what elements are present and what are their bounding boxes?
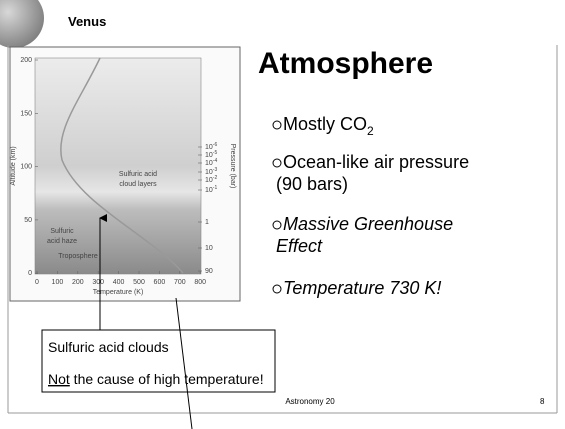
bullet-text: Mostly CO2 [283,114,374,138]
region-label: cloud layers [119,181,157,188]
y-axis-label: Altitude (km) [10,146,17,185]
bullet-text: Temperature 730 K! [283,278,441,298]
tick-exponent: -6 [213,142,218,148]
tick-exponent: -4 [213,158,218,164]
slide-title: Atmosphere [258,47,433,80]
x-tick-label: 500 [133,279,145,286]
x-tick-label: 0 [35,279,39,286]
pressure-tick-label: 90 [205,268,213,275]
bullet-subscript: 2 [367,124,374,138]
x-tick-label: 700 [174,279,186,286]
y-tick-label: 0 [28,270,32,277]
tick-base: 10 [205,152,213,159]
x-tick-label: 600 [154,279,166,286]
x-tick-label: 800 [194,279,206,286]
y-tick-label: 50 [24,217,32,224]
pressure-tick-label: 10 [205,245,213,252]
tick-base: 10 [205,169,213,176]
figure: Sulfuric acid cloud layers Sulfuric acid… [10,47,240,301]
callout-emphasis: Not [48,371,70,387]
tick-base: 10 [205,187,213,194]
bullet-icon [273,285,281,293]
footer-course: Astronomy 20 [285,397,335,406]
x-tick-label: 400 [113,279,125,286]
pressure-tick-label: 1 [205,219,209,226]
region-label: acid haze [47,238,77,245]
callout-text: Sulfuric acid clouds [48,339,169,355]
right-axis-label: Pressure (bar) [229,144,236,189]
tick-exponent: -5 [213,150,218,156]
header-title: Venus [68,14,106,29]
bullet-text: (90 bars) [276,174,348,194]
slide: Venus Sulfuric acid cloud layers Sulfuri… [0,0,565,429]
tick-base: 10 [205,160,213,167]
region-label: Troposphere [58,253,98,260]
page-number: 8 [540,397,545,406]
bullet-icon [273,121,281,129]
x-tick-label: 200 [72,279,84,286]
tick-exponent: -1 [213,185,218,191]
y-tick-label: 100 [20,164,32,171]
tick-exponent: -2 [213,175,218,181]
bullet-text: Effect [276,236,323,256]
planet-image [0,0,44,48]
y-tick-label: 200 [20,57,32,64]
bullet-text: Massive Greenhouse [283,214,453,234]
bullet-text: Ocean-like air pressure [283,152,469,172]
bullet-list: Mostly CO2 Ocean-like air pressure(90 bar… [273,114,469,298]
bullet-icon [273,159,281,167]
region-label: Sulfuric [50,228,74,235]
tick-base: 10 [205,177,213,184]
callout-text: Not the cause of high temperature! [48,371,264,387]
x-tick-label: 300 [92,279,104,286]
tick-base: 10 [205,144,213,151]
bullet-icon [273,221,281,229]
tick-exponent: -3 [213,167,218,173]
y-tick-label: 150 [20,110,32,117]
region-label: Sulfuric acid [119,171,157,178]
x-tick-label: 100 [52,279,64,286]
callout-text: the cause of high temperature! [70,371,264,387]
